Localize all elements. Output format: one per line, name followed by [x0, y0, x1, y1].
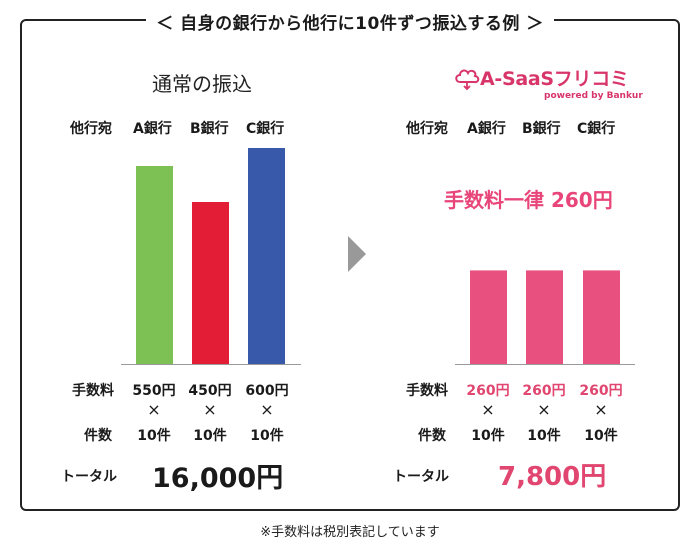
right-count-b: 10件 [527, 428, 561, 444]
left-fee-b: 450円 [188, 383, 232, 399]
right-count-c: 10件 [584, 428, 618, 444]
logo-sub: powered by Bankur [544, 91, 643, 101]
footnote: ※手数料は税別表記しています [260, 525, 440, 540]
left-bank-c: C銀行 [246, 121, 285, 137]
flat-rate-label: 手数料一律 260円 [444, 188, 613, 212]
right-bank-c: C銀行 [577, 121, 616, 137]
right-fee-c: 260円 [579, 383, 623, 399]
right-count-a: 10件 [471, 428, 505, 444]
left-bank-b: B銀行 [190, 121, 229, 137]
left-fee-label: 手数料 [72, 383, 114, 399]
left-fee-c: 600円 [245, 383, 289, 399]
right-times-c: × [594, 400, 608, 419]
left-count-a: 10件 [137, 428, 171, 444]
right-fee-label: 手数料 [406, 383, 448, 399]
left-bar-b [192, 202, 229, 364]
left-count-c: 10件 [250, 428, 284, 444]
right-count-label: 件数 [418, 428, 446, 444]
left-count-label: 件数 [84, 428, 112, 444]
left-dest-label: 他行宛 [70, 121, 112, 137]
right-bar-b [526, 270, 563, 364]
frame-title: ＜ 自身の銀行から他行に10件ずつ振込する例 ＞ [146, 14, 554, 34]
left-total-value: 16,000円 [152, 463, 284, 494]
right-times-b: × [537, 400, 551, 419]
right-fee-b: 260円 [522, 383, 566, 399]
arrow-right-icon [348, 236, 366, 272]
right-dest-label: 他行宛 [406, 121, 448, 137]
right-total-label: トータル [393, 469, 449, 485]
right-baseline [455, 364, 635, 365]
right-bank-a: A銀行 [467, 121, 506, 137]
brand-logo: A-SaaSフリコミ powered by Bankur [454, 64, 644, 104]
left-fee-a: 550円 [132, 383, 176, 399]
left-bank-a: A銀行 [133, 121, 172, 137]
left-count-b: 10件 [193, 428, 227, 444]
right-total-value: 7,800円 [498, 462, 607, 492]
left-times-c: × [260, 400, 274, 419]
right-times-a: × [481, 400, 495, 419]
right-bar-a [470, 270, 507, 364]
left-times-a: × [147, 400, 161, 419]
left-heading: 通常の振込 [152, 72, 252, 96]
frame-title-wrap: ＜ 自身の銀行から他行に10件ずつ振込する例 ＞ [0, 9, 700, 34]
right-bar-c [583, 270, 620, 364]
left-times-b: × [203, 400, 217, 419]
left-total-label: トータル [61, 469, 117, 485]
left-bar-c [248, 148, 285, 364]
left-bar-group [136, 148, 285, 364]
right-fee-a: 260円 [466, 383, 510, 399]
left-baseline [121, 364, 301, 365]
logo-name: A-SaaSフリコミ [480, 68, 629, 90]
right-bar-group [470, 270, 620, 364]
cloud-logo-icon [455, 69, 480, 90]
right-bank-b: B銀行 [522, 121, 561, 137]
left-bar-a [136, 166, 173, 364]
